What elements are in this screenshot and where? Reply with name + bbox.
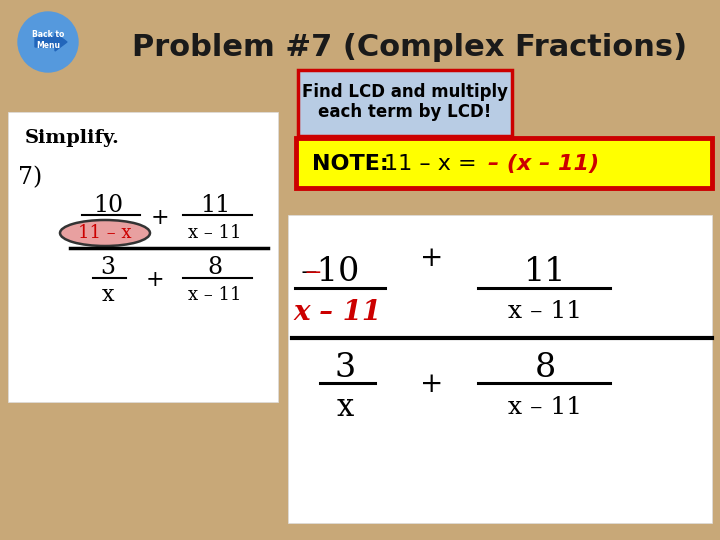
FancyBboxPatch shape bbox=[296, 138, 712, 188]
Text: x – 11: x – 11 bbox=[188, 224, 242, 242]
Text: – (x – 11): – (x – 11) bbox=[488, 154, 599, 174]
Text: 11: 11 bbox=[523, 256, 566, 288]
Text: x – 11: x – 11 bbox=[508, 396, 582, 420]
Text: x: x bbox=[336, 393, 354, 423]
Text: Back to
Menu: Back to Menu bbox=[32, 30, 64, 50]
FancyBboxPatch shape bbox=[298, 70, 512, 136]
Text: +: + bbox=[420, 372, 444, 399]
FancyBboxPatch shape bbox=[288, 215, 712, 523]
Text: Simplify.: Simplify. bbox=[25, 129, 120, 147]
Text: each term by LCD!: each term by LCD! bbox=[318, 103, 492, 121]
Text: 3: 3 bbox=[101, 256, 115, 280]
Text: 8: 8 bbox=[207, 256, 222, 280]
Text: –: – bbox=[305, 256, 321, 288]
FancyBboxPatch shape bbox=[8, 112, 278, 402]
Text: Problem #7 (Complex Fractions): Problem #7 (Complex Fractions) bbox=[132, 32, 688, 62]
Text: –10: –10 bbox=[300, 256, 360, 288]
Text: x – 11: x – 11 bbox=[508, 300, 582, 323]
Text: x: x bbox=[102, 284, 114, 306]
Ellipse shape bbox=[60, 220, 150, 246]
Text: +: + bbox=[145, 269, 164, 291]
Text: 3: 3 bbox=[334, 352, 356, 384]
Text: x – 11: x – 11 bbox=[294, 299, 382, 326]
Text: +: + bbox=[150, 207, 169, 229]
Text: x – 11: x – 11 bbox=[188, 286, 242, 304]
Text: Find LCD and multiply: Find LCD and multiply bbox=[302, 83, 508, 101]
Text: 11: 11 bbox=[200, 193, 230, 217]
FancyArrow shape bbox=[35, 33, 67, 51]
Text: 11 – x =: 11 – x = bbox=[384, 154, 484, 174]
Circle shape bbox=[18, 12, 78, 72]
Text: 10: 10 bbox=[93, 193, 123, 217]
Text: +: + bbox=[420, 245, 444, 272]
Text: 11 – x: 11 – x bbox=[78, 224, 132, 242]
Text: 8: 8 bbox=[534, 352, 556, 384]
Text: NOTE:: NOTE: bbox=[312, 154, 389, 174]
Text: 7): 7) bbox=[18, 166, 42, 190]
